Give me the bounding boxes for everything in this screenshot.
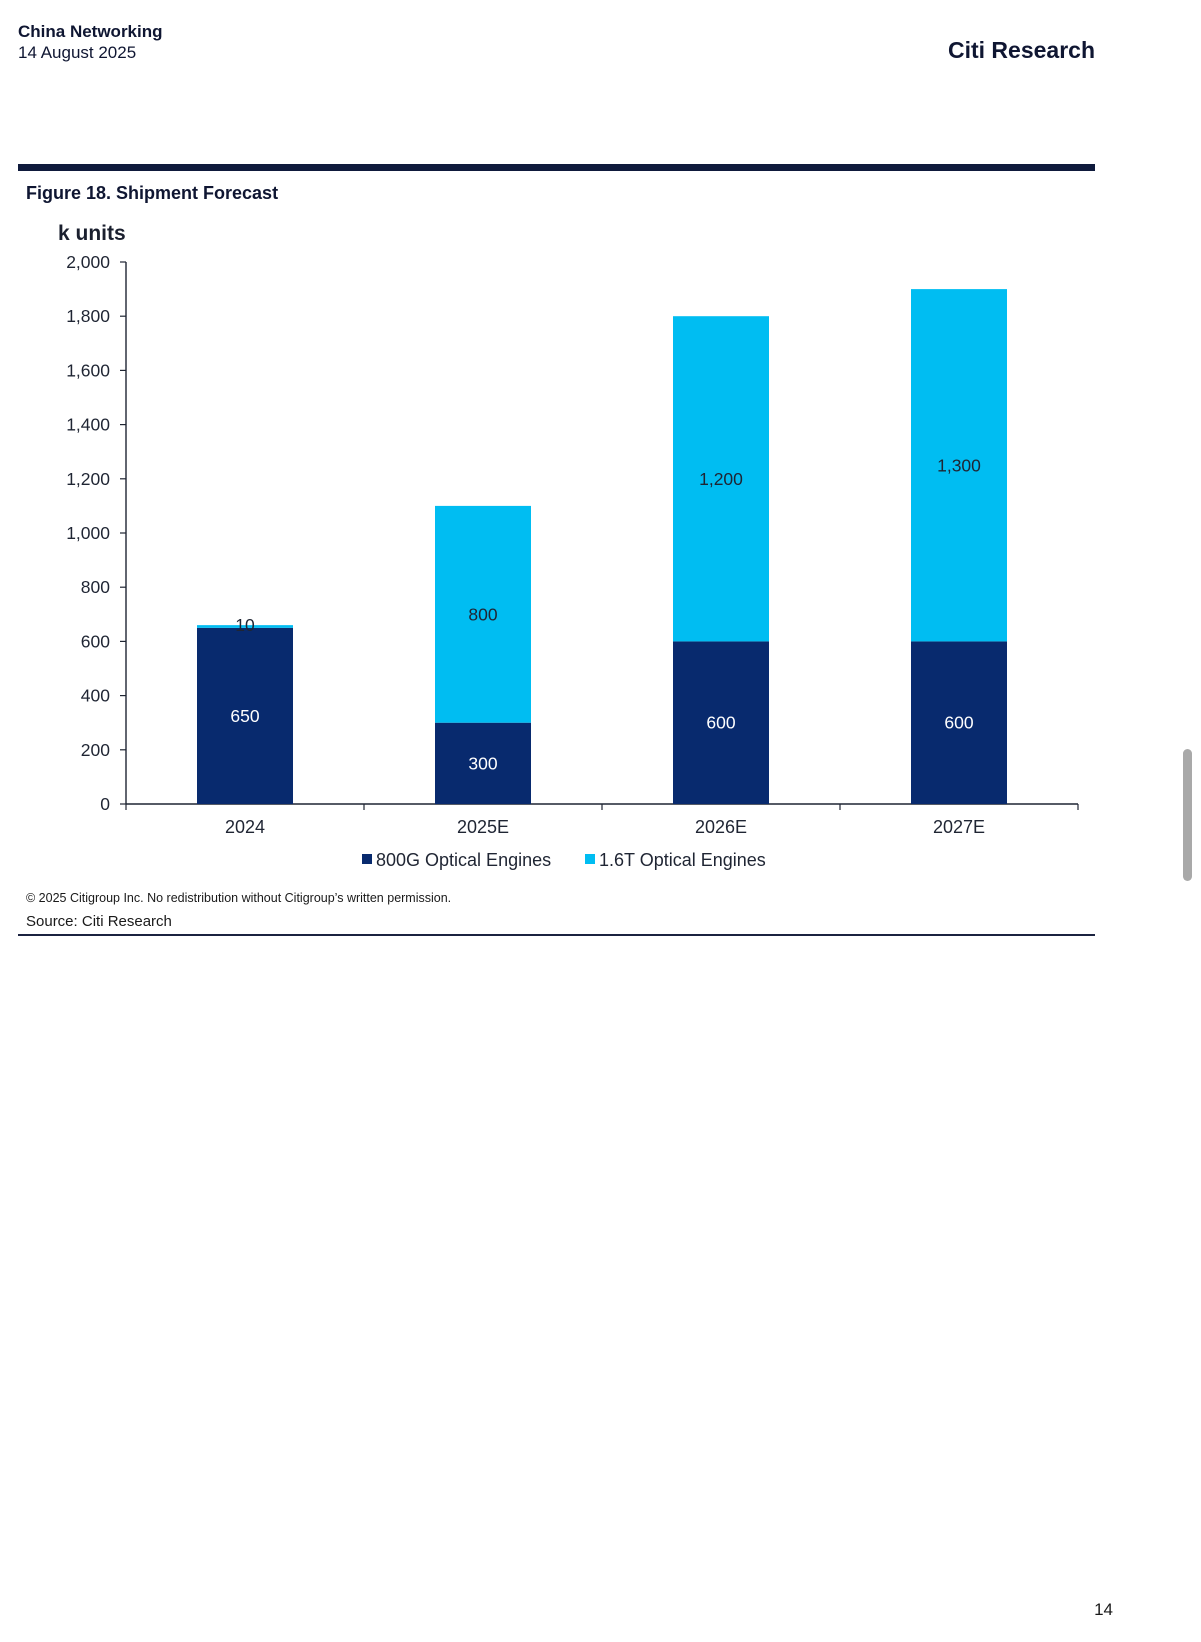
- bar-data-label: 10: [235, 615, 255, 635]
- x-category-label: 2024: [225, 817, 265, 837]
- x-category-label: 2026E: [695, 817, 747, 837]
- legend-label-800g: 800G Optical Engines: [376, 850, 551, 870]
- report-section-title: China Networking: [18, 22, 163, 41]
- bar-segment-1-6t: [673, 316, 769, 642]
- figure-title: Figure 18. Shipment Forecast: [26, 183, 279, 203]
- bar-segment-1-6t: [197, 625, 293, 628]
- bar-segment-800g: [673, 641, 769, 804]
- y-axis-unit-label: k units: [58, 222, 126, 245]
- bar-segment-1-6t: [911, 289, 1007, 642]
- bar-data-label: 300: [468, 753, 497, 773]
- chart-axes: 0 200 400 600 800 1,000 1,200 1,400 1,600 1,800 2,…: [66, 252, 1079, 837]
- y-tick-label: 0: [100, 794, 110, 814]
- y-tick-label: 1,600: [66, 360, 110, 380]
- bar-segment-800g: [197, 627, 293, 804]
- y-tick-label: 600: [81, 631, 110, 651]
- copyright-notice: © 2025 Citigroup Inc. No redistribution …: [26, 891, 452, 905]
- report-date: 14 August 2025: [18, 43, 137, 62]
- chart-bars: [197, 289, 1007, 804]
- bar-data-label: 600: [944, 713, 973, 733]
- chart-legend: 800G Optical Engines 1.6T Optical Engines: [362, 850, 766, 870]
- page-number: 14: [1094, 1600, 1113, 1619]
- figure-top-rule: [18, 164, 1095, 171]
- y-tick-label: 400: [81, 686, 110, 706]
- y-tick-label: 1,400: [66, 415, 110, 435]
- chart-data-labels: 650 10 300 800 600 1,200 600 1,300: [230, 455, 981, 773]
- y-tick-label: 1,800: [66, 306, 110, 326]
- bar-segment-1-6t: [435, 505, 531, 723]
- brand-name: Citi Research: [947, 37, 1095, 63]
- bar-data-label: 800: [468, 604, 497, 624]
- x-category-label: 2027E: [933, 817, 985, 837]
- y-tick-label: 200: [81, 740, 110, 760]
- shipment-forecast-chart: k units 0 200 400 600 800 1,000 1,200 1,400 1,60…: [58, 222, 1079, 870]
- y-tick-label: 1,200: [66, 469, 110, 489]
- legend-label-1-6t: 1.6T Optical Engines: [599, 850, 766, 870]
- bar-data-label: 1,200: [699, 469, 743, 489]
- bar-segment-800g: [435, 722, 531, 804]
- legend-swatch-800g: [362, 854, 372, 864]
- source-note: Source: Citi Research: [26, 913, 172, 930]
- figure-bottom-rule: [18, 934, 1095, 936]
- bar-data-label: 1,300: [937, 455, 981, 475]
- legend-swatch-1-6t: [585, 854, 595, 864]
- y-tick-label: 800: [81, 577, 110, 597]
- bar-data-label: 650: [230, 706, 259, 726]
- y-tick-label: 1,000: [66, 523, 110, 543]
- bar-data-label: 600: [706, 713, 735, 733]
- x-category-label: 2025E: [457, 817, 509, 837]
- scrollbar-thumb[interactable]: [1183, 749, 1192, 881]
- bar-segment-800g: [911, 641, 1007, 804]
- y-tick-label: 2,000: [66, 252, 110, 272]
